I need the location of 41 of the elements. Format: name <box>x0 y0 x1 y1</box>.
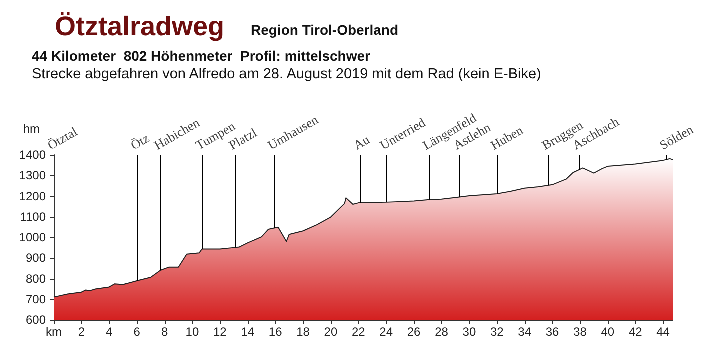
x-tick-label: km <box>46 325 62 339</box>
x-tick-label: 38 <box>574 325 588 339</box>
x-tick-label: 36 <box>546 325 560 339</box>
x-tick-label: 40 <box>601 325 615 339</box>
y-tick-label: 900 <box>26 251 46 266</box>
x-tick-label: 22 <box>352 325 366 339</box>
y-tick-label: 1200 <box>19 189 46 204</box>
x-tick-label: 8 <box>161 325 168 339</box>
text: Ötztal <box>45 124 80 153</box>
x-tick-label: 10 <box>186 325 200 339</box>
x-tick-label: 32 <box>490 325 504 339</box>
x-tick-label: 42 <box>628 325 643 339</box>
y-tick-label: 1400 <box>19 148 46 162</box>
y-tick-label: 700 <box>26 292 46 306</box>
x-tick-label: 18 <box>296 325 310 339</box>
x-tick-label: 14 <box>241 325 255 339</box>
y-tick-label: 800 <box>26 272 46 286</box>
x-tick-label: 16 <box>268 325 283 339</box>
x-tick-label: 44 <box>656 325 670 339</box>
ref-line-label: Ötz <box>128 130 152 153</box>
text: 44 Kilometer 802 Höhenmeter Profil: mittelschwer <box>32 48 371 64</box>
y-tick-label: 600 <box>26 313 46 327</box>
y-axis-title: hm <box>23 122 40 136</box>
y-tick-label: 1100 <box>20 210 46 224</box>
x-tick-label: 12 <box>213 325 228 339</box>
x-tick-label: 24 <box>380 325 394 339</box>
x-tick-label: 30 <box>462 325 476 339</box>
chart-subtitle: Region Tirol-Oberland <box>251 22 399 38</box>
ref-line-label: Sölden <box>657 122 696 153</box>
y-tick-label: 1000 <box>19 230 46 244</box>
text: Strecke abgefahren von Alfredo am 28. August 2019 mit dem Rad (kein E-Bike) <box>32 66 542 82</box>
x-tick-label: 2 <box>78 325 86 339</box>
ref-line-label: Au <box>351 132 373 153</box>
x-tick-label: 6 <box>134 325 141 339</box>
x-tick-label: 28 <box>435 325 449 339</box>
y-tick-label: 1300 <box>19 168 46 183</box>
chart-title: Ötztalradweg <box>55 12 225 42</box>
x-tick-label: 4 <box>106 325 114 339</box>
x-tick-label: 20 <box>324 325 338 339</box>
x-tick-label: 34 <box>518 325 532 339</box>
x-tick-label: 26 <box>407 325 422 339</box>
